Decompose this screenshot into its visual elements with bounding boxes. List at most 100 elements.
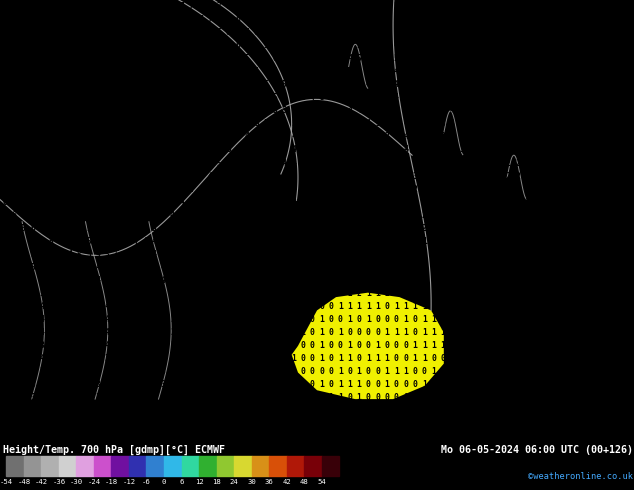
Text: 4: 4 bbox=[310, 146, 314, 154]
Text: -2: -2 bbox=[559, 419, 569, 428]
Text: 5: 5 bbox=[86, 263, 91, 272]
Text: 1: 1 bbox=[441, 250, 445, 259]
Text: 2: 2 bbox=[273, 367, 278, 376]
Text: 0: 0 bbox=[590, 276, 595, 285]
Text: -1: -1 bbox=[494, 406, 503, 416]
Text: 6: 6 bbox=[133, 80, 138, 89]
Text: 7: 7 bbox=[67, 67, 72, 76]
Text: 5: 5 bbox=[86, 250, 91, 259]
Text: 4: 4 bbox=[39, 302, 44, 311]
Text: 4: 4 bbox=[49, 328, 54, 337]
Text: 3: 3 bbox=[356, 185, 361, 194]
Text: 1: 1 bbox=[366, 354, 371, 363]
Text: 6: 6 bbox=[263, 67, 268, 76]
Text: 3: 3 bbox=[179, 354, 184, 363]
Text: 2: 2 bbox=[422, 197, 427, 207]
Text: 1: 1 bbox=[496, 224, 501, 233]
Text: 4: 4 bbox=[524, 15, 529, 24]
Text: 1: 1 bbox=[338, 380, 343, 389]
Text: 3: 3 bbox=[469, 106, 473, 115]
Text: -1: -1 bbox=[438, 419, 448, 428]
Text: 2: 2 bbox=[506, 172, 510, 181]
Text: 4: 4 bbox=[198, 159, 203, 168]
Text: 2: 2 bbox=[273, 328, 278, 337]
Text: 5: 5 bbox=[105, 237, 110, 246]
Text: 2: 2 bbox=[431, 224, 436, 233]
Text: 5: 5 bbox=[114, 211, 119, 220]
Text: 6: 6 bbox=[179, 41, 184, 50]
Text: 3: 3 bbox=[30, 367, 35, 376]
Text: 2: 2 bbox=[375, 211, 380, 220]
Text: 5: 5 bbox=[338, 28, 343, 37]
Text: 3: 3 bbox=[534, 80, 538, 89]
Text: -1: -1 bbox=[541, 380, 550, 389]
Text: 6: 6 bbox=[86, 146, 91, 154]
Text: 2: 2 bbox=[356, 276, 361, 285]
Text: 4: 4 bbox=[273, 237, 278, 246]
Text: 2: 2 bbox=[403, 276, 408, 285]
Text: 7: 7 bbox=[39, 120, 44, 128]
Text: 2: 2 bbox=[487, 185, 492, 194]
Text: 5: 5 bbox=[413, 2, 417, 11]
Text: 2: 2 bbox=[356, 263, 361, 272]
Text: 2: 2 bbox=[450, 224, 455, 233]
Text: 1: 1 bbox=[515, 211, 520, 220]
Text: 4: 4 bbox=[394, 106, 399, 115]
Text: 2: 2 bbox=[590, 146, 595, 154]
Text: 4: 4 bbox=[179, 211, 184, 220]
Text: 0: 0 bbox=[469, 315, 473, 324]
Text: 3: 3 bbox=[30, 406, 35, 416]
Text: 3: 3 bbox=[77, 393, 82, 402]
Text: 0: 0 bbox=[506, 341, 510, 350]
Text: -1: -1 bbox=[550, 433, 560, 441]
Text: -1: -1 bbox=[587, 393, 597, 402]
Text: 2: 2 bbox=[413, 276, 417, 285]
Text: 1: 1 bbox=[552, 224, 557, 233]
Text: 3: 3 bbox=[356, 224, 361, 233]
Text: 2: 2 bbox=[291, 289, 296, 298]
Text: 1: 1 bbox=[506, 276, 510, 285]
Text: 1: 1 bbox=[301, 393, 306, 402]
Text: 1: 1 bbox=[235, 419, 240, 428]
Text: 6: 6 bbox=[86, 172, 91, 181]
Text: 3: 3 bbox=[58, 354, 63, 363]
Text: 5: 5 bbox=[3, 237, 7, 246]
Text: 2: 2 bbox=[207, 406, 212, 416]
Text: 4: 4 bbox=[328, 159, 333, 168]
Text: 3: 3 bbox=[301, 276, 306, 285]
Text: 0: 0 bbox=[384, 315, 389, 324]
Text: 1: 1 bbox=[245, 419, 250, 428]
Text: -2: -2 bbox=[587, 406, 597, 416]
Text: 0: 0 bbox=[618, 250, 623, 259]
Text: 4: 4 bbox=[254, 172, 259, 181]
Text: 3: 3 bbox=[571, 67, 576, 76]
Text: 3: 3 bbox=[310, 250, 314, 259]
Text: 2: 2 bbox=[534, 159, 538, 168]
Text: 3: 3 bbox=[431, 197, 436, 207]
Text: 4: 4 bbox=[86, 341, 91, 350]
Text: 6: 6 bbox=[77, 120, 82, 128]
Text: 2: 2 bbox=[86, 419, 91, 428]
Text: 2: 2 bbox=[496, 172, 501, 181]
Text: -2: -2 bbox=[578, 433, 588, 441]
Text: 1: 1 bbox=[627, 146, 631, 154]
Text: -1: -1 bbox=[541, 367, 550, 376]
Text: 0: 0 bbox=[580, 211, 585, 220]
Text: 1: 1 bbox=[320, 328, 324, 337]
Text: 0: 0 bbox=[366, 367, 371, 376]
Text: -1: -1 bbox=[541, 354, 550, 363]
Text: 1: 1 bbox=[431, 328, 436, 337]
Text: -1: -1 bbox=[615, 302, 625, 311]
Text: 6: 6 bbox=[161, 80, 165, 89]
Text: 3: 3 bbox=[320, 263, 324, 272]
Text: 0: 0 bbox=[366, 393, 371, 402]
Text: 4: 4 bbox=[301, 132, 306, 142]
Bar bbox=[252, 457, 269, 476]
Text: 2: 2 bbox=[459, 172, 464, 181]
Text: 5: 5 bbox=[39, 276, 44, 285]
Text: 2: 2 bbox=[328, 289, 333, 298]
Text: 2: 2 bbox=[394, 250, 399, 259]
Text: 2: 2 bbox=[356, 211, 361, 220]
Bar bbox=[41, 457, 59, 476]
Text: 2: 2 bbox=[580, 93, 585, 102]
